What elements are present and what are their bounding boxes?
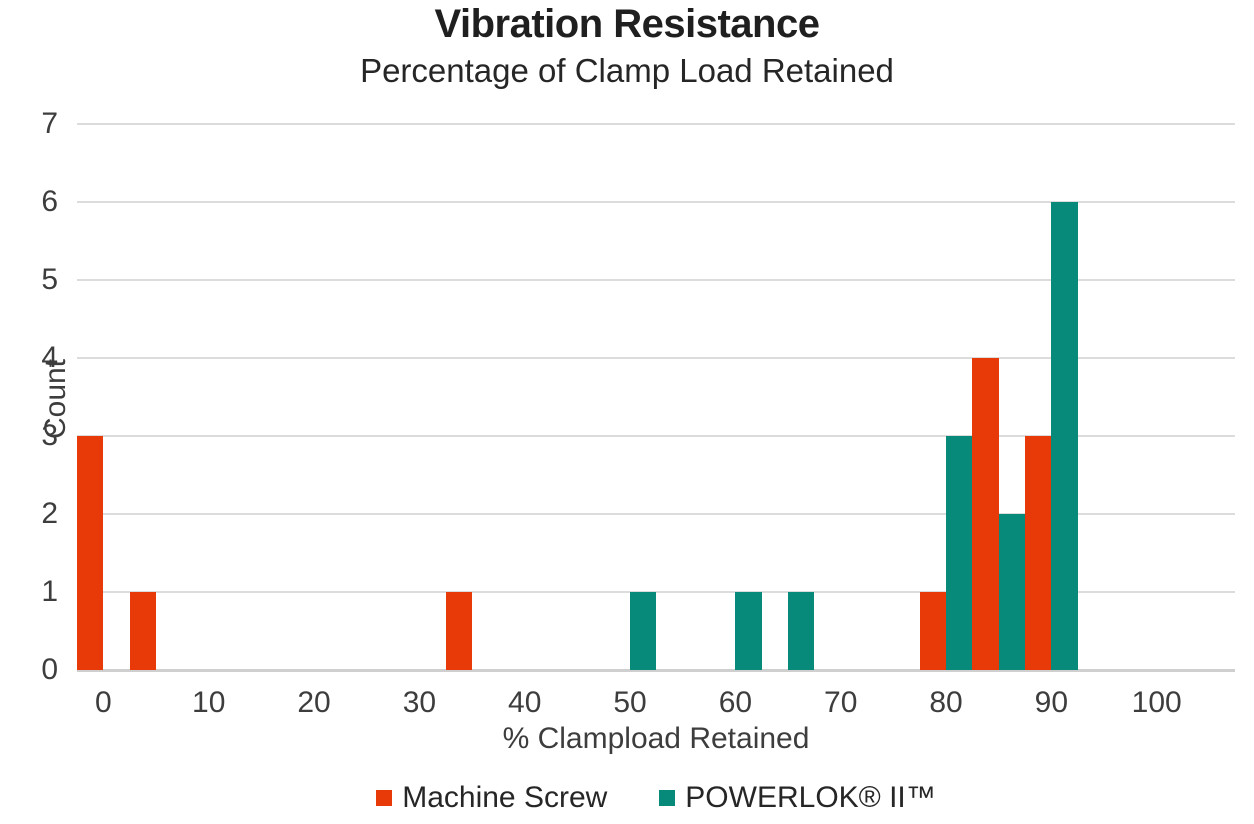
bar-machine-screw-85 bbox=[972, 358, 999, 670]
gridline bbox=[77, 201, 1235, 203]
legend-item-machine-screw: Machine Screw bbox=[376, 781, 607, 815]
chart-subtitle: Percentage of Clamp Load Retained bbox=[360, 52, 894, 89]
y-tick-label-3: 3 bbox=[41, 419, 58, 452]
legend-label: Machine Screw bbox=[402, 781, 608, 814]
x-tick-label-40: 40 bbox=[508, 686, 542, 719]
y-tick-label-1: 1 bbox=[41, 575, 58, 608]
y-tick-label-2: 2 bbox=[41, 497, 58, 530]
x-tick-label-30: 30 bbox=[402, 686, 437, 719]
bar-powerlok-60 bbox=[735, 592, 762, 670]
bar-powerlok-80 bbox=[946, 436, 973, 670]
x-tick-label-60: 60 bbox=[718, 686, 753, 719]
bar-machine-screw-35 bbox=[445, 592, 473, 670]
bar-machine-screw-5 bbox=[129, 592, 157, 670]
legend: Machine Screw POWERLOK® II™ bbox=[77, 781, 1235, 815]
y-tick-label-6: 6 bbox=[41, 185, 58, 218]
gridline bbox=[77, 279, 1235, 281]
bar-machine-screw-0 bbox=[77, 436, 104, 670]
bar-powerlok-50 bbox=[630, 592, 657, 670]
x-tick-label-100: 100 bbox=[1131, 686, 1182, 719]
x-axis-line bbox=[77, 669, 1235, 672]
x-tick-label-0: 0 bbox=[95, 686, 112, 719]
y-tick-label-7: 7 bbox=[41, 107, 58, 140]
x-tick-label-90: 90 bbox=[1034, 686, 1069, 719]
plot-area bbox=[77, 123, 1235, 672]
bar-machine-screw-90 bbox=[1025, 436, 1052, 670]
gridline bbox=[77, 357, 1235, 359]
y-tick-label-0: 0 bbox=[41, 653, 58, 686]
gridline bbox=[77, 435, 1235, 437]
bar-machine-screw-80 bbox=[919, 592, 947, 670]
gridline bbox=[77, 513, 1235, 515]
gridline bbox=[77, 123, 1235, 125]
legend-label: POWERLOK® II™ bbox=[685, 781, 936, 814]
bar-powerlok-85 bbox=[998, 514, 1025, 670]
y-axis-title: Count bbox=[39, 358, 72, 440]
x-tick-label-20: 20 bbox=[297, 686, 331, 719]
legend-item-powerlok: POWERLOK® II™ bbox=[659, 781, 936, 815]
legend-swatch-icon bbox=[376, 790, 393, 806]
x-tick-label-80: 80 bbox=[929, 686, 963, 719]
x-axis-title: % Clampload Retained bbox=[502, 722, 810, 755]
x-tick-label-10: 10 bbox=[192, 686, 226, 719]
legend-swatch-icon bbox=[659, 790, 676, 806]
bar-powerlok-90 bbox=[1051, 202, 1078, 670]
y-tick-label-4: 4 bbox=[41, 341, 58, 374]
x-tick-label-50: 50 bbox=[613, 686, 647, 719]
y-tick-label-5: 5 bbox=[41, 263, 58, 296]
bar-powerlok-65 bbox=[788, 592, 815, 670]
chart-title: Vibration Resistance bbox=[434, 2, 820, 46]
x-tick-label-70: 70 bbox=[824, 686, 858, 719]
